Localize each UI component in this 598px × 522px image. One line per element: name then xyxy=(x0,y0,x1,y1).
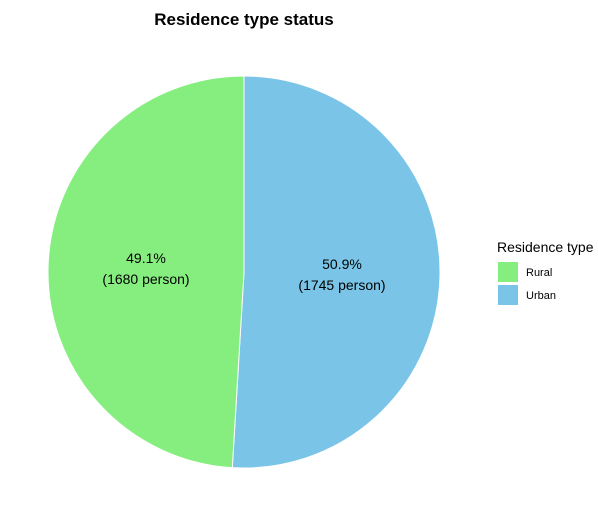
legend-key-urban xyxy=(498,285,518,305)
slice-count-label-urban: (1745 person) xyxy=(298,277,385,293)
legend: Residence type Rural Urban xyxy=(497,239,594,305)
slice-labels: 50.9% (1745 person) 49.1% (1680 person) xyxy=(102,250,385,293)
slice-percent-label-rural: 49.1% xyxy=(126,250,166,266)
pie-slices xyxy=(47,75,441,469)
legend-label-urban: Urban xyxy=(526,290,556,302)
pie-slice-urban xyxy=(231,75,441,469)
legend-key-rural xyxy=(498,262,518,282)
slice-count-label-rural: (1680 person) xyxy=(102,271,189,287)
legend-label-rural: Rural xyxy=(526,267,552,279)
legend-entries: Rural Urban xyxy=(498,262,556,305)
legend-title: Residence type xyxy=(497,239,594,255)
slice-percent-label-urban: 50.9% xyxy=(322,256,362,272)
chart-title: Residence type status xyxy=(154,10,334,29)
pie-slice-rural xyxy=(47,75,245,469)
